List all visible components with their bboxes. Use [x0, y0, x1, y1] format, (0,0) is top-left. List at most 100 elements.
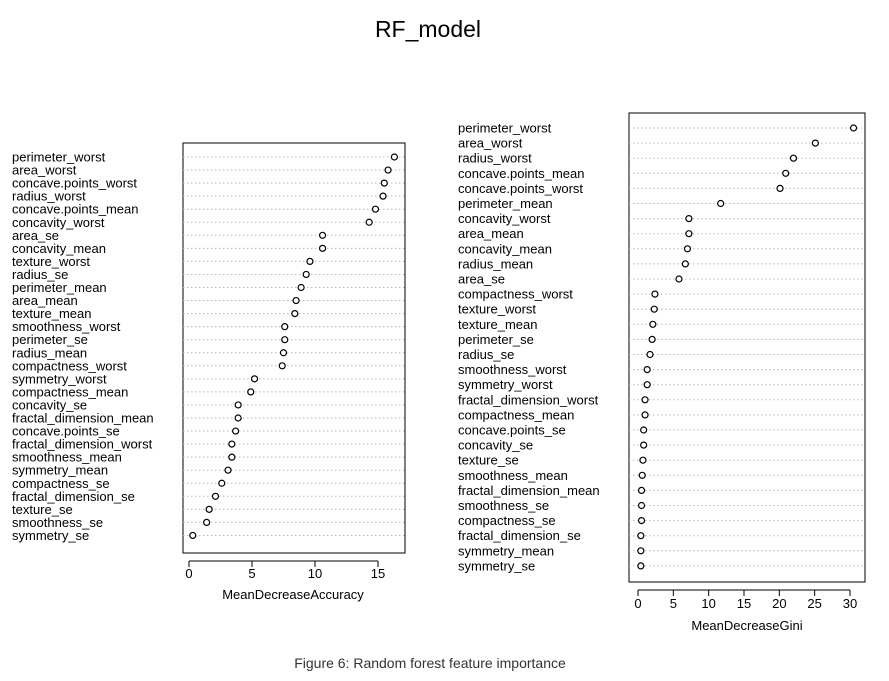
- data-point: [637, 532, 645, 540]
- category-label: radius_se: [12, 267, 68, 282]
- category-label: symmetry_se: [12, 528, 89, 543]
- x-axis-title: MeanDecreaseAccuracy: [222, 587, 364, 602]
- data-point: [292, 296, 300, 305]
- data-point: [379, 192, 387, 200]
- category-label: perimeter_mean: [458, 196, 553, 211]
- data-point: [306, 257, 314, 265]
- x-axis-title: MeanDecreaseGini: [691, 618, 802, 633]
- category-label: concavity_worst: [458, 211, 551, 226]
- category-label: radius_mean: [12, 345, 87, 360]
- data-point: [637, 547, 645, 555]
- data-point: [643, 366, 651, 374]
- category-label: area_mean: [12, 293, 78, 308]
- data-point: [646, 350, 654, 359]
- data-point: [649, 320, 657, 328]
- category-label: compactness_mean: [12, 384, 128, 399]
- category-label: perimeter_se: [458, 332, 534, 347]
- data-point: [205, 505, 213, 513]
- category-label: concavity_worst: [12, 215, 105, 230]
- category-label: area_se: [12, 228, 59, 243]
- category-label: concavity_mean: [12, 241, 106, 256]
- category-label: symmetry_mean: [458, 543, 554, 558]
- data-point: [650, 305, 658, 313]
- x-tick-label: 10: [701, 596, 715, 611]
- plot-frame: [628, 112, 866, 583]
- category-label: concavity_mean: [458, 241, 552, 256]
- data-point: [648, 335, 656, 343]
- category-label: compactness_worst: [458, 287, 573, 302]
- category-label: texture_mean: [12, 306, 92, 321]
- data-point: [849, 124, 858, 132]
- data-point: [675, 275, 683, 283]
- mean-decrease-gini-panel: perimeter_worstarea_worstradius_worstcon…: [458, 112, 866, 633]
- category-label: compactness_se: [12, 476, 110, 491]
- data-point: [211, 492, 220, 500]
- category-label: concave.points_mean: [458, 166, 584, 181]
- data-point: [641, 411, 649, 419]
- data-point: [637, 501, 646, 510]
- data-point: [685, 215, 693, 223]
- category-label: radius_worst: [12, 189, 86, 204]
- category-label: fractal_dimension_worst: [12, 437, 153, 452]
- category-label: symmetry_se: [458, 558, 535, 573]
- category-label: compactness_worst: [12, 358, 127, 373]
- category-label: area_worst: [12, 163, 77, 178]
- data-point: [279, 349, 288, 357]
- data-point: [390, 153, 398, 161]
- x-tick-label: 30: [843, 596, 857, 611]
- data-point: [302, 270, 310, 279]
- data-point: [228, 440, 236, 448]
- x-tick-label: 15: [371, 566, 385, 581]
- category-label: concave.points_worst: [458, 181, 583, 196]
- data-point: [380, 179, 388, 187]
- category-label: fractal_dimension_se: [12, 489, 135, 504]
- data-point: [281, 323, 289, 331]
- category-label: symmetry_mean: [12, 463, 108, 478]
- data-point: [789, 154, 798, 162]
- data-point: [384, 166, 392, 174]
- category-label: concave.points_worst: [12, 176, 137, 191]
- data-point: [640, 441, 648, 449]
- mean-decrease-accuracy-panel: perimeter_worstarea_worstconcave.points_…: [12, 142, 406, 602]
- category-label: smoothness_worst: [12, 319, 121, 334]
- category-label: concave.points_mean: [12, 202, 138, 217]
- category-label: concavity_se: [12, 397, 87, 412]
- category-label: compactness_mean: [458, 407, 574, 422]
- data-point: [281, 336, 289, 344]
- data-point: [776, 184, 784, 192]
- x-tick-label: 0: [634, 596, 641, 611]
- data-point: [291, 310, 299, 318]
- category-label: texture_se: [458, 453, 519, 468]
- category-label: area_worst: [458, 136, 523, 151]
- data-point: [371, 205, 380, 213]
- category-label: smoothness_se: [458, 498, 549, 513]
- category-label: smoothness_worst: [458, 362, 567, 377]
- data-point: [637, 486, 646, 494]
- category-label: concavity_se: [458, 438, 533, 453]
- category-label: perimeter_mean: [12, 280, 107, 295]
- category-label: fractal_dimension_worst: [458, 392, 599, 407]
- category-label: perimeter_worst: [458, 121, 552, 136]
- category-label: area_se: [458, 272, 505, 287]
- category-label: fractal_dimension_mean: [458, 483, 600, 498]
- data-point: [683, 245, 692, 253]
- category-label: smoothness_se: [12, 515, 103, 530]
- plot-frame: [182, 142, 406, 554]
- data-point: [782, 169, 790, 177]
- data-point: [278, 362, 286, 370]
- category-label: smoothness_mean: [458, 468, 568, 483]
- category-label: concave.points_se: [458, 423, 566, 438]
- data-point: [681, 260, 689, 268]
- category-label: concave.points_se: [12, 424, 120, 439]
- data-point: [189, 531, 197, 540]
- data-point: [643, 381, 651, 389]
- category-label: symmetry_worst: [12, 371, 107, 386]
- data-point: [228, 453, 236, 461]
- category-label: fractal_dimension_mean: [12, 411, 154, 426]
- data-point: [811, 139, 819, 147]
- category-label: symmetry_worst: [458, 377, 553, 392]
- data-point: [232, 427, 240, 435]
- data-point: [651, 290, 659, 298]
- data-point: [365, 218, 373, 226]
